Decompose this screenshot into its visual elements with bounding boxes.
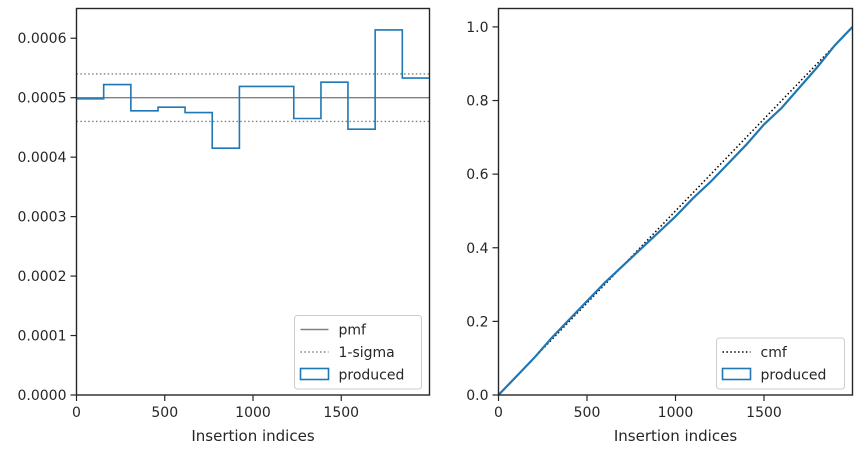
legend-box [294,315,422,390]
legend-box [716,337,845,390]
legend-patch-produced [299,367,330,381]
x-tick-label: 500 [574,405,601,421]
y-tick-label: 0.6 [466,167,488,183]
legend: pmf 1-sigma produced [294,315,422,390]
legend: cmf produced [716,337,845,390]
y-tick-label: 0.0 [466,388,488,404]
cmf-panel: 0 500 1000 1500 0.0 0.2 0.4 0.6 0.8 1.0 Insertion … [466,7,854,445]
y-tick-label: 0.8 [466,94,488,110]
legend-label: cmf [761,345,788,361]
y-tick-label: 0.0005 [18,91,67,107]
y-tick-label: 0.0006 [18,31,67,47]
legend-patch-produced [721,367,752,381]
x-tick-label: 0 [72,405,81,421]
y-tick-label: 0.0002 [18,269,67,285]
x-tick-label: 1500 [746,405,782,421]
legend-label: produced [761,368,827,384]
x-axis-label: Insertion indices [614,427,737,445]
y-tick-label: 0.0003 [18,210,67,226]
x-tick-label: 0 [494,405,503,421]
y-tick-label: 0.0004 [18,150,67,166]
x-axis-label: Insertion indices [191,427,314,445]
y-tick-label: 1.0 [466,20,488,36]
produced-series-line [498,26,853,395]
y-tick-label: 0.2 [466,314,488,330]
cmf-series-line [498,26,853,395]
x-tick-label: 1000 [235,405,271,421]
pmf-panel: 0 500 1000 1500 0.0000 0.0001 0.0002 0.0003 0.00… [18,7,431,445]
x-tick-label: 1500 [323,405,359,421]
y-tick-label: 0.4 [466,241,488,257]
produced-histogram-line [76,29,430,150]
y-tick-label: 0.0001 [18,329,67,345]
y-tick-label: 0.0000 [18,388,67,404]
data-layer [498,26,853,395]
x-tick-label: 1000 [658,405,694,421]
legend-label: produced [339,368,405,384]
legend-label: pmf [339,323,368,339]
data-layer [76,29,430,150]
legend-label: 1-sigma [339,345,395,361]
x-tick-label: 500 [151,405,178,421]
